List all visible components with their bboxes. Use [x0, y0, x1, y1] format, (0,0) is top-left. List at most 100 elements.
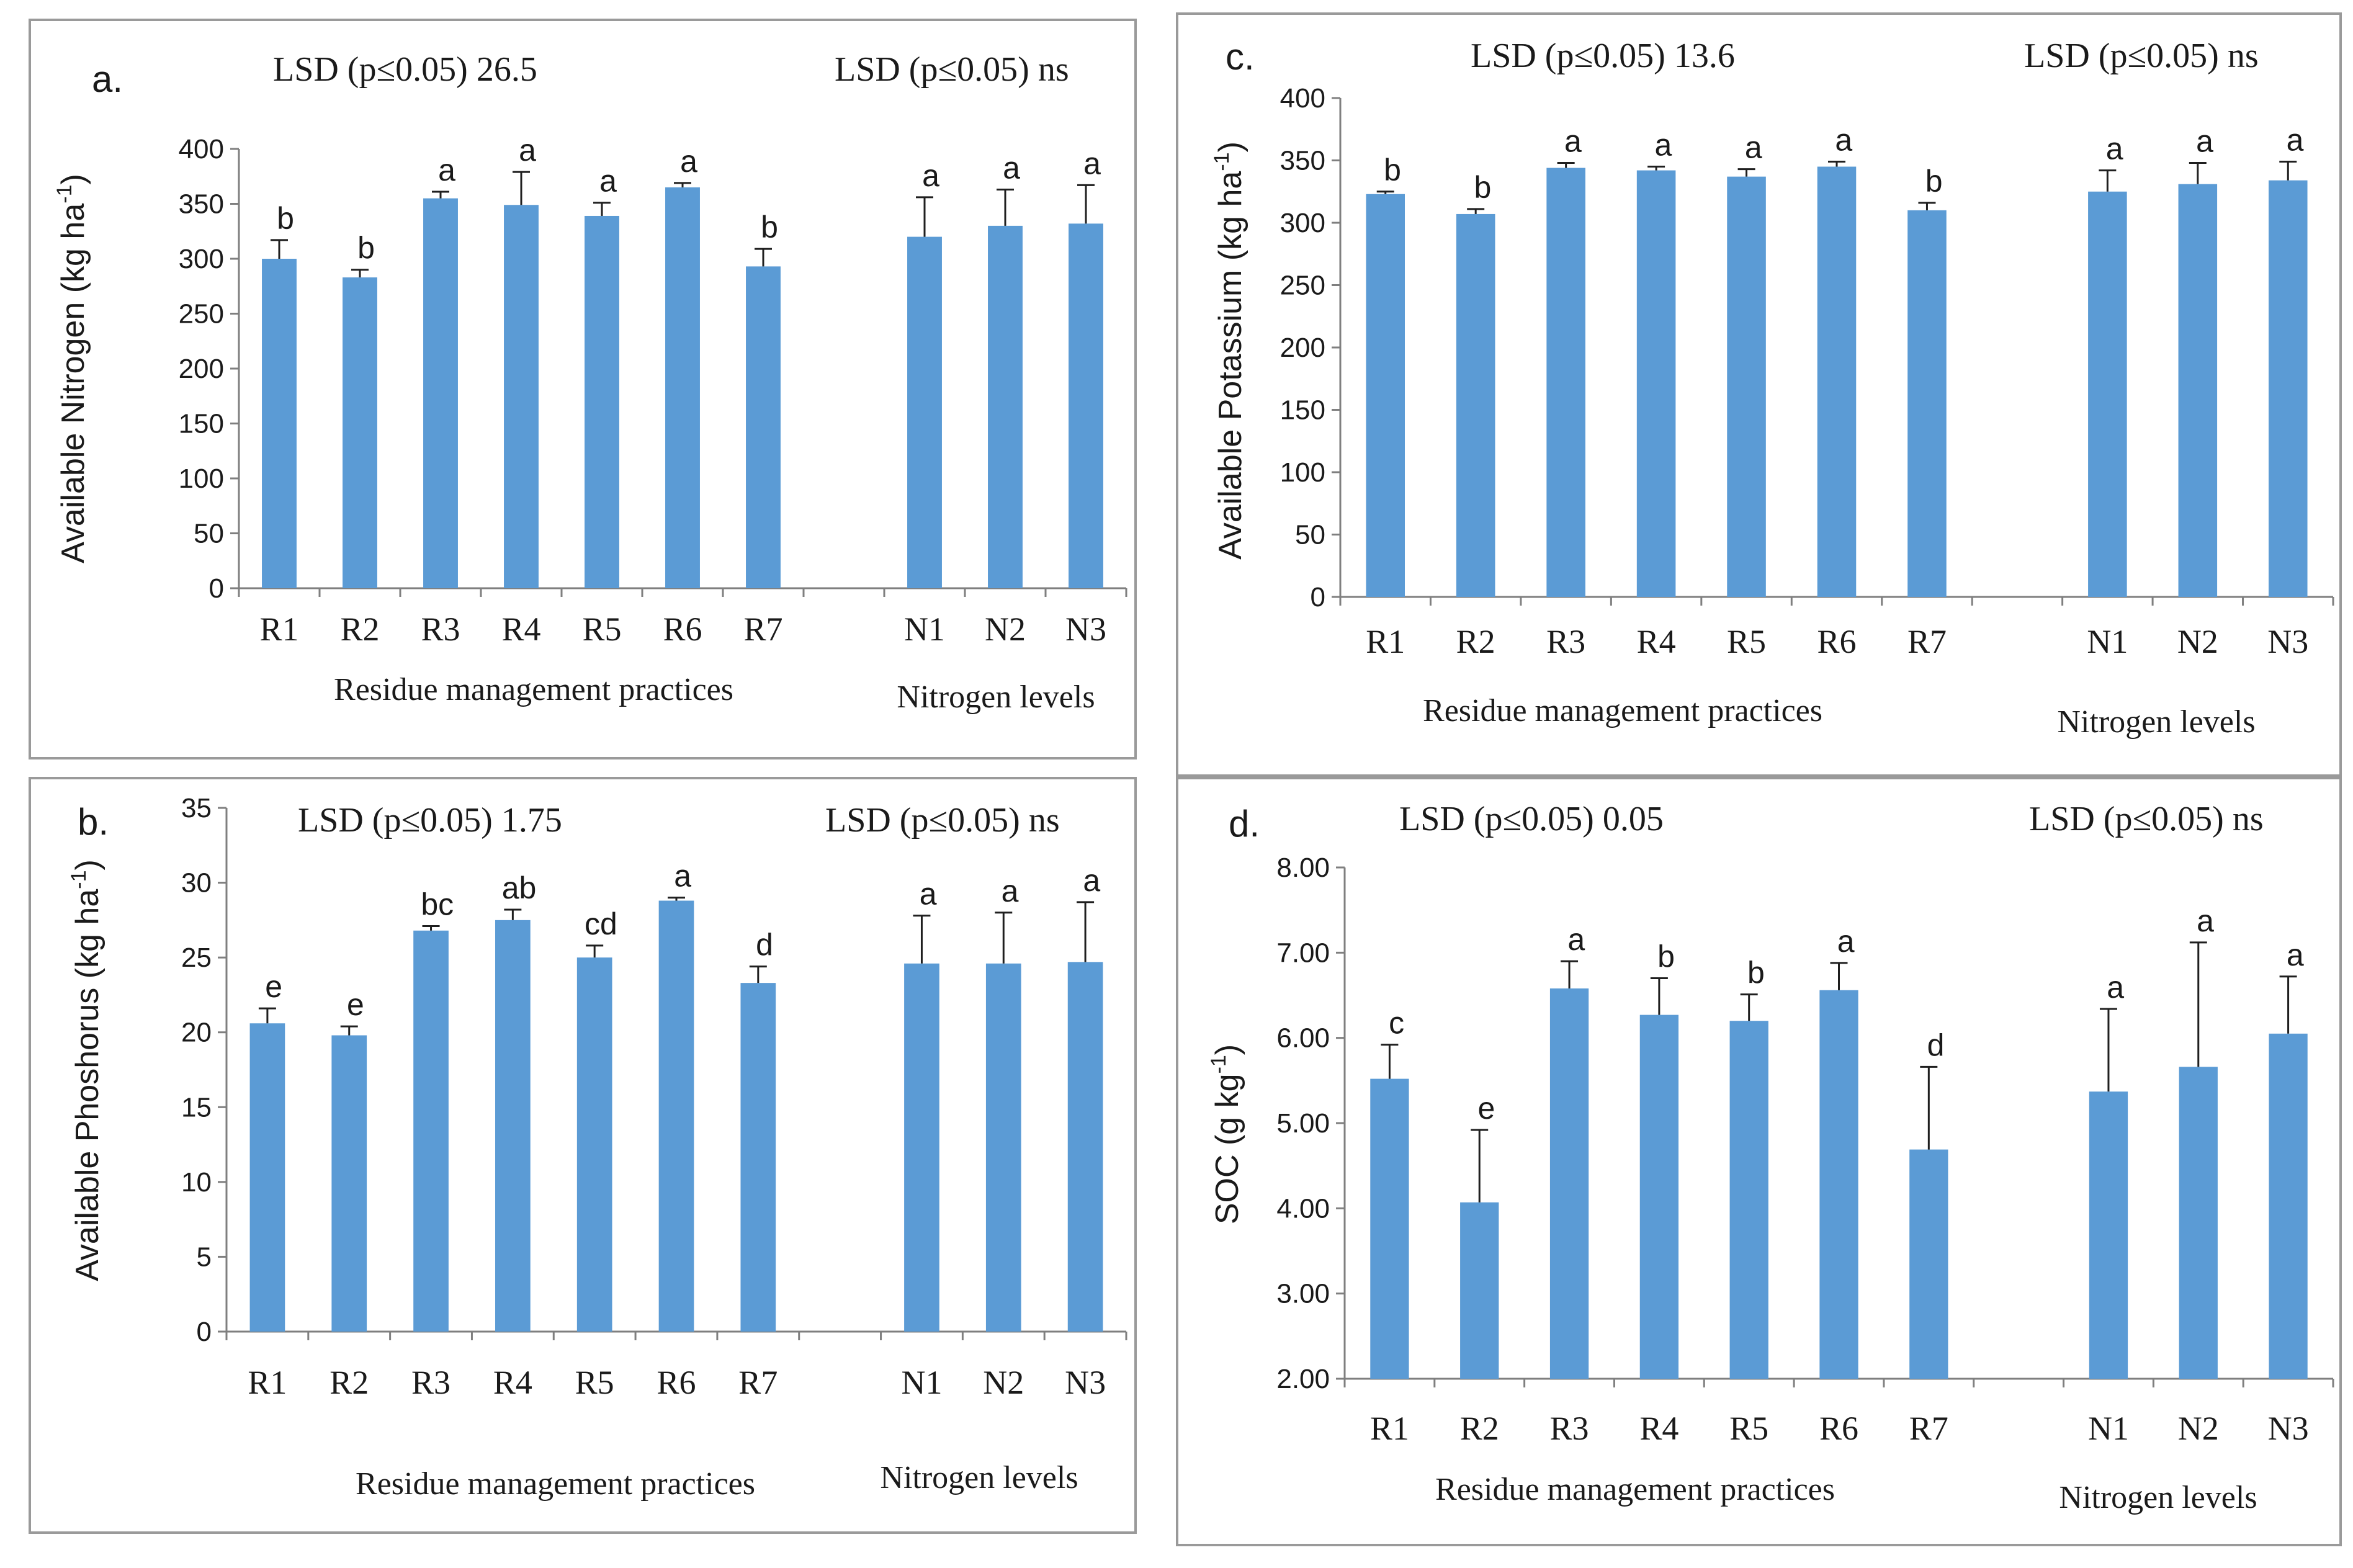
bar-r4 — [504, 205, 539, 588]
bar-r6 — [658, 900, 694, 1332]
y-tick-label: 150 — [1280, 395, 1325, 426]
bar-n2 — [2178, 184, 2218, 597]
x-tick-label: R2 — [1456, 623, 1495, 660]
panel-label: b. — [78, 801, 109, 843]
y-tick-label: 7.00 — [1276, 938, 1330, 968]
group-label-residue: Residue management practices — [1435, 1472, 1835, 1507]
bar-r1 — [249, 1023, 285, 1332]
group-label-residue: Residue management practices — [334, 672, 733, 707]
y-tick-label: 350 — [1280, 146, 1325, 176]
significance-letter: a — [1835, 123, 1852, 158]
y-tick-label: 5.00 — [1276, 1108, 1330, 1139]
bar-r6 — [665, 187, 700, 588]
x-tick-label: R1 — [1366, 623, 1405, 660]
lsd-nitrogen: LSD (p≤0.05) ns — [2024, 37, 2259, 75]
significance-letter: e — [1478, 1091, 1495, 1126]
y-tick-label: 300 — [179, 244, 224, 274]
x-tick-label: N3 — [1065, 1364, 1106, 1401]
y-tick-label: 200 — [1280, 333, 1325, 363]
x-tick-label: R2 — [1460, 1410, 1499, 1447]
bar-n1 — [904, 963, 939, 1332]
group-label-residue: Residue management practices — [356, 1466, 755, 1502]
group-label-nitrogen: Nitrogen levels — [2057, 704, 2255, 740]
bar-n1 — [2089, 1091, 2128, 1379]
x-tick-label: R5 — [575, 1364, 614, 1401]
bar-r6 — [1817, 166, 1857, 597]
significance-letter: a — [922, 158, 939, 193]
y-tick-label: 50 — [1295, 520, 1325, 550]
y-axis-label-sup: -1 — [1210, 152, 1234, 171]
panel-frame — [29, 19, 1137, 759]
bar-r5 — [576, 957, 612, 1332]
bar-n3 — [1069, 223, 1103, 588]
y-axis-label-sup: -1 — [67, 870, 91, 889]
x-tick-label: R5 — [1727, 623, 1766, 660]
y-tick-label: 25 — [181, 943, 212, 973]
bar-r3 — [1549, 988, 1589, 1379]
bar-r2 — [331, 1035, 367, 1332]
x-tick-label: R5 — [1729, 1410, 1768, 1447]
panel-label: c. — [1226, 36, 1255, 78]
y-tick-label: 6.00 — [1276, 1023, 1330, 1054]
bar-r2 — [1456, 213, 1495, 597]
x-tick-label: R6 — [663, 611, 702, 648]
y-tick-label: 8.00 — [1276, 853, 1330, 883]
significance-letter: a — [1083, 863, 1100, 898]
x-tick-label: N1 — [2087, 623, 2128, 660]
y-axis-label-main: Available Potassium (kg ha — [1212, 171, 1248, 560]
significance-letter: a — [2107, 970, 2124, 1005]
y-axis-label-sup: -1 — [53, 185, 76, 204]
significance-letter: a — [2287, 123, 2304, 158]
group-label-residue: Residue management practices — [1423, 693, 1822, 728]
x-tick-label: R3 — [411, 1364, 450, 1401]
bar-r7 — [740, 983, 776, 1332]
x-tick-label: N2 — [2178, 1410, 2219, 1447]
significance-letter: a — [2287, 938, 2304, 972]
y-axis-label-main: Available Nitrogen (kg ha — [55, 204, 91, 563]
bar-r1 — [1370, 1078, 1409, 1379]
lsd-residue: LSD (p≤0.05) 13.6 — [1471, 37, 1735, 75]
lsd-nitrogen: LSD (p≤0.05) ns — [2029, 800, 2264, 838]
significance-letter: a — [1567, 922, 1585, 957]
x-tick-label: R7 — [1907, 623, 1947, 660]
y-tick-label: 250 — [179, 299, 224, 329]
bar-r6 — [1819, 990, 1858, 1379]
bar-r5 — [1727, 176, 1766, 597]
significance-letter: d — [756, 928, 773, 962]
bar-r1 — [262, 259, 297, 588]
x-tick-label: N1 — [901, 1364, 942, 1401]
significance-letter: a — [599, 164, 617, 199]
significance-letter: b — [1747, 956, 1765, 990]
y-tick-label: 400 — [1280, 83, 1325, 114]
significance-letter: a — [1564, 124, 1582, 159]
y-axis-label: Available Potassium (kg ha-1) — [1210, 141, 1248, 560]
y-tick-label: 10 — [181, 1167, 212, 1198]
lsd-nitrogen: LSD (p≤0.05) ns — [835, 50, 1069, 89]
panel-label: a. — [92, 58, 123, 100]
group-label-nitrogen: Nitrogen levels — [897, 679, 1095, 715]
y-axis-label: SOC (g kg-1) — [1207, 1044, 1245, 1224]
y-tick-label: 15 — [181, 1092, 212, 1122]
y-tick-label: 400 — [179, 134, 224, 164]
y-tick-label: 50 — [194, 519, 224, 549]
bar-r5 — [1729, 1021, 1768, 1379]
chart-panel-a: 0 50 100 150 200 250 300 350 400 b R1 b R2 a R3 a R4 a R5 a… — [29, 19, 1137, 759]
significance-letter: c — [1389, 1006, 1404, 1041]
y-tick-label: 2.00 — [1276, 1364, 1330, 1394]
bar-r4 — [1636, 170, 1676, 598]
y-tick-label: 0 — [197, 1317, 212, 1347]
y-axis-label-end: ) — [1212, 141, 1248, 152]
significance-letter: b — [1384, 153, 1401, 187]
bar-r3 — [413, 930, 449, 1332]
x-tick-label: R7 — [738, 1364, 778, 1401]
y-axis-label-end: ) — [69, 859, 105, 870]
significance-letter: b — [1925, 164, 1943, 199]
lsd-residue: LSD (p≤0.05) 26.5 — [273, 50, 537, 89]
lsd-residue: LSD (p≤0.05) 1.75 — [298, 801, 562, 840]
x-tick-label: R5 — [582, 611, 621, 648]
bar-r5 — [585, 215, 619, 589]
bar-r7 — [1907, 210, 1947, 597]
bar-r3 — [423, 198, 458, 588]
significance-letter: b — [761, 210, 778, 244]
x-tick-label: R6 — [1819, 1410, 1858, 1447]
